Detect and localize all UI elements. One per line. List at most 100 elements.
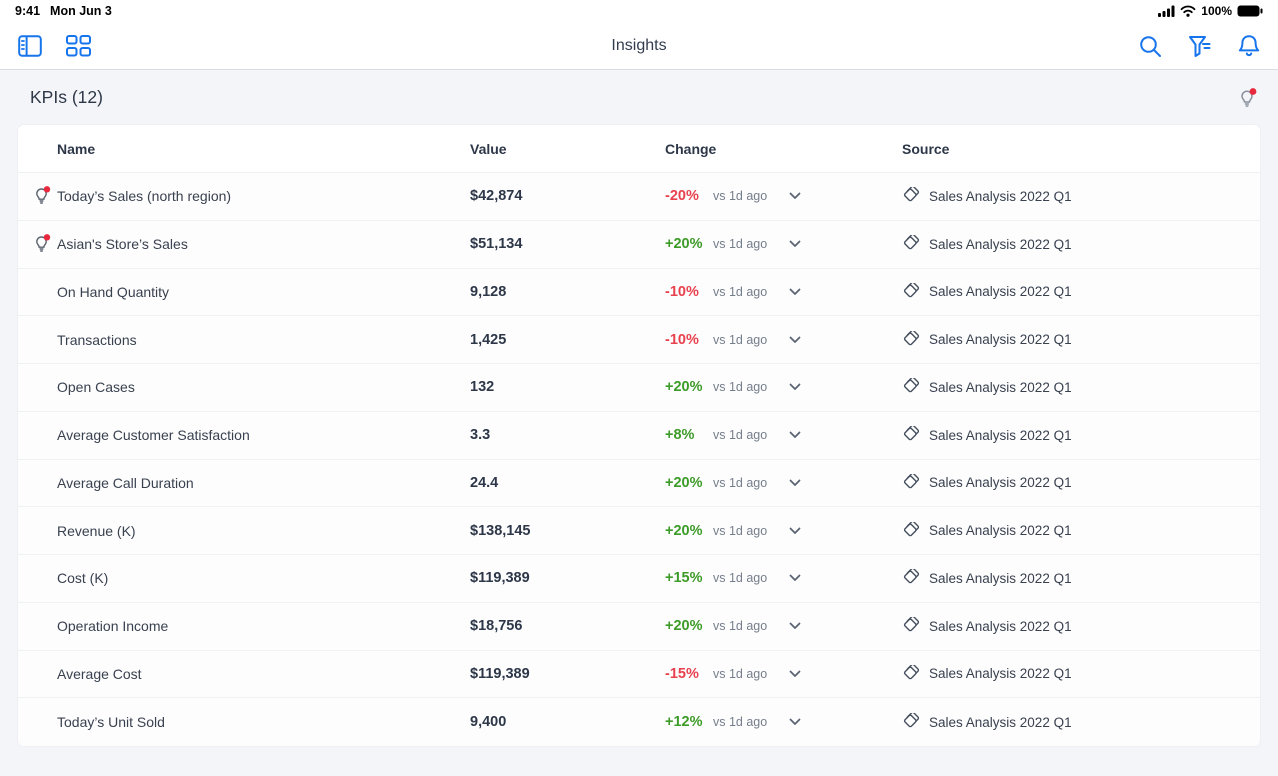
kpi-table-row[interactable]: Revenue (K) $138,145 +20% vs 1d ago Sale… [18,507,1260,555]
chevron-down-icon[interactable] [789,670,801,678]
kpi-change: +20% [665,618,703,635]
vs-label: vs 1d ago [713,666,768,681]
kpi-name: Today’s Sales (north region) [57,188,232,205]
vs-label: vs 1d ago [713,619,768,634]
kpi-change: +15% [665,570,703,587]
kpi-table-row[interactable]: Average Cost $119,389 -15% vs 1d ago Sal… [18,650,1260,699]
kpi-source: Sales Analysis 2022 Q1 [902,187,1260,205]
kpi-value: 9,400 [470,714,507,731]
kpi-value: $138,145 [470,522,531,539]
vs-label: vs 1d ago [713,571,768,586]
kpi-change: +20% [665,236,703,253]
kpi-table-row[interactable]: Average Customer Satisfaction 3.3 +8% vs… [18,411,1260,460]
chevron-down-icon[interactable] [789,288,801,296]
kpi-source-name: Sales Analysis 2022 Q1 [929,570,1072,586]
status-date: Mon Jun 3 [50,4,112,18]
column-header-name: Name [57,140,96,157]
filter-icon[interactable] [1188,35,1212,58]
kpi-value: $119,389 [470,665,530,682]
kpi-table-row[interactable]: Today’s Sales (north region) $42,874 -20… [18,173,1260,221]
kpi-change: +20% [665,474,703,491]
chevron-down-icon[interactable] [789,431,801,439]
chevron-down-icon[interactable] [789,336,801,344]
layered-dataset-icon [902,473,921,492]
kpi-value: 24.4 [470,474,499,491]
kpi-change: +8% [665,427,695,444]
kpi-change: -10% [665,331,699,348]
column-header-change: Change [665,140,717,157]
chevron-down-icon[interactable] [789,527,801,535]
kpi-source-name: Sales Analysis 2022 Q1 [929,666,1072,682]
chevron-down-icon[interactable] [789,622,801,630]
vs-label: vs 1d ago [713,428,768,443]
vs-label: vs 1d ago [713,523,768,538]
kpi-source-name: Sales Analysis 2022 Q1 [929,284,1072,300]
kpi-source: Sales Analysis 2022 Q1 [902,282,1260,301]
sidebar-panel-icon[interactable] [18,35,42,57]
bell-icon[interactable] [1238,34,1260,58]
layered-dataset-icon [902,426,921,444]
kpi-source-name: Sales Analysis 2022 Q1 [929,427,1072,443]
kpi-source: Sales Analysis 2022 Q1 [902,426,1260,444]
kpi-change: -15% [665,665,699,682]
kpi-table-body: Today’s Sales (north region) $42,874 -20… [18,173,1260,746]
search-icon[interactable] [1139,35,1162,58]
chevron-down-icon[interactable] [789,240,801,248]
kpi-name: Operation Income [57,618,169,635]
kpi-name: Average Cost [57,665,142,682]
vs-label: vs 1d ago [713,475,768,490]
chevron-down-icon[interactable] [789,479,801,487]
kpi-value: 9,128 [470,283,507,300]
kpi-source: Sales Analysis 2022 Q1 [902,569,1260,587]
page-title: Insights [611,37,667,54]
dashboard-grid-icon[interactable] [66,35,91,57]
chevron-down-icon[interactable] [789,574,801,582]
chevron-down-icon[interactable] [789,192,801,200]
kpi-table-row[interactable]: Today’s Unit Sold 9,400 +12% vs 1d ago S… [18,698,1260,746]
kpi-name: Average Call Duration [57,474,194,491]
kpi-source-name: Sales Analysis 2022 Q1 [929,188,1072,204]
kpi-table: Name Value Change Source Today’s Sales (… [18,125,1260,746]
vs-label: vs 1d ago [713,715,768,730]
chevron-down-icon[interactable] [789,718,801,726]
kpi-name: Cost (K) [57,570,109,587]
insights-bulb-icon[interactable] [1238,87,1258,109]
kpi-table-row[interactable]: Cost (K) $119,389 +15% vs 1d ago Sales A… [18,555,1260,603]
kpi-value: $42,874 [470,188,523,205]
kpi-change: -10% [665,283,699,300]
vs-label: vs 1d ago [713,332,768,347]
kpi-table-row[interactable]: Open Cases 132 +20% vs 1d ago Sales Anal… [18,364,1260,412]
kpi-source: Sales Analysis 2022 Q1 [902,664,1260,683]
layered-dataset-icon [902,713,921,731]
kpi-change: +12% [665,714,703,731]
kpi-name: Average Customer Satisfaction [57,427,250,444]
kpi-source-name: Sales Analysis 2022 Q1 [929,236,1072,252]
layered-dataset-icon [902,330,921,349]
kpi-source: Sales Analysis 2022 Q1 [902,473,1260,492]
layered-dataset-icon [902,235,921,253]
layered-dataset-icon [902,378,921,396]
kpi-value: $18,756 [470,618,523,635]
kpi-name: Open Cases [57,379,135,396]
kpi-table-row[interactable]: Transactions 1,425 -10% vs 1d ago Sales … [18,316,1260,364]
kpi-value: $119,389 [470,570,530,587]
cellular-signal-icon [1158,5,1175,17]
vs-label: vs 1d ago [713,189,768,204]
chevron-down-icon[interactable] [789,383,801,391]
kpi-source-name: Sales Analysis 2022 Q1 [929,714,1072,730]
kpi-value: 132 [470,379,495,396]
insight-bulb-icon [33,233,53,255]
kpi-name: Asian's Store’s Sales [57,236,188,253]
kpi-table-row[interactable]: Average Call Duration 24.4 +20% vs 1d ag… [18,459,1260,508]
kpi-source: Sales Analysis 2022 Q1 [902,713,1260,731]
kpi-table-row[interactable]: Asian's Store’s Sales $51,134 +20% vs 1d… [18,220,1260,269]
column-header-source: Source [902,140,950,157]
insight-bulb-icon [33,185,53,207]
kpi-change: +20% [665,522,703,539]
column-header-value: Value [470,140,507,157]
vs-label: vs 1d ago [713,237,768,252]
kpi-table-row[interactable]: On Hand Quantity 9,128 -10% vs 1d ago Sa… [18,268,1260,317]
kpi-table-row[interactable]: Operation Income $18,756 +20% vs 1d ago … [18,602,1260,651]
wifi-icon [1180,5,1196,17]
kpi-section-title: KPIs (12) [30,87,103,107]
